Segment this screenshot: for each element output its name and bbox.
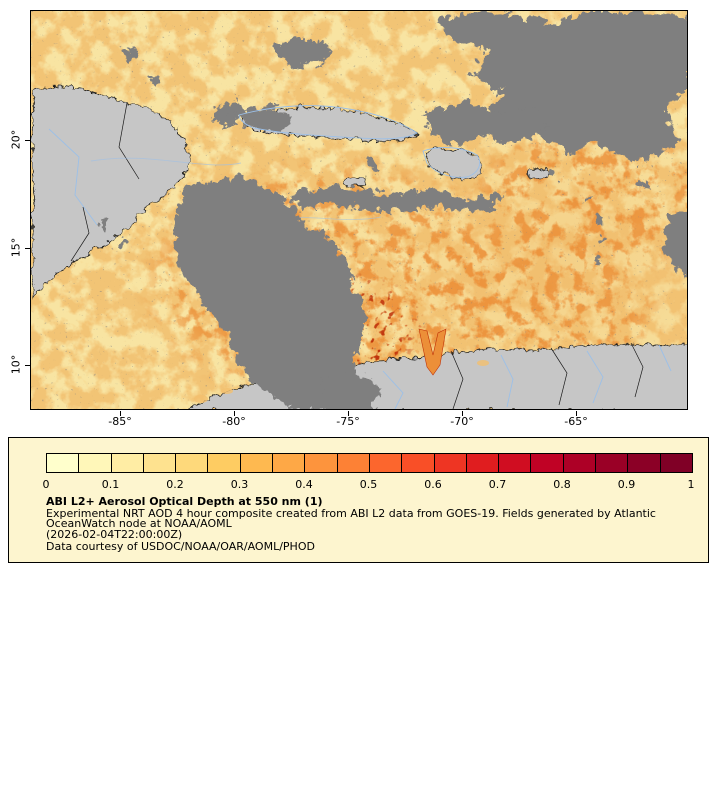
map-frame	[30, 10, 688, 410]
colorbar-tick-labels: 0 0.1 0.2 0.3 0.4 0.5 0.6 0.7 0.8 0.9 1	[42, 478, 695, 492]
cloud-mask-layer	[96, 11, 687, 409]
legend-description-line1: Experimental NRT AOD 4 hour composite cr…	[46, 507, 656, 520]
colorbar-cell	[402, 454, 435, 472]
colorbar-cell	[531, 454, 564, 472]
legend-timestamp: (2026-02-04T22:00:00Z)	[46, 528, 183, 541]
colorbar-tick-label: 0.2	[166, 478, 184, 491]
aod-map	[31, 11, 687, 409]
y-axis-label: 20°	[9, 129, 23, 150]
colorbar-cell	[369, 454, 403, 472]
colorbar-tick-label: 0.3	[230, 478, 249, 491]
colorbar	[46, 453, 693, 473]
y-tick-mark	[25, 365, 30, 366]
y-tick-mark	[25, 140, 30, 141]
colorbar-tick-label: 0.4	[295, 478, 313, 491]
colorbar-cell	[660, 454, 692, 472]
x-axis-label: -70°	[450, 415, 474, 428]
colorbar-cell	[47, 454, 80, 472]
legend-credit: Data courtesy of USDOC/NOAA/OAR/AOML/PHO…	[46, 540, 315, 553]
x-axis-label: -75°	[336, 415, 360, 428]
x-tick-mark	[462, 411, 463, 416]
legend-title: ABI L2+ Aerosol Optical Depth at 550 nm …	[46, 495, 323, 508]
colorbar-tick-label: 0.8	[553, 478, 571, 491]
colorbar-cell	[273, 454, 306, 472]
x-tick-mark	[234, 411, 235, 416]
coastline-overlay-layer	[238, 105, 481, 178]
x-axis-label: -80°	[222, 415, 246, 428]
y-tick-mark	[25, 248, 30, 249]
colorbar-cell	[337, 454, 370, 472]
colorbar-tick-label: 0	[42, 478, 50, 491]
y-axis-label: 15°	[9, 237, 23, 258]
colorbar-cell	[208, 454, 241, 472]
colorbar-cell	[499, 454, 532, 472]
colorbar-cell	[628, 454, 661, 472]
x-tick-mark	[120, 411, 121, 416]
legend-description-line2: OceanWatch node at NOAA/AOML	[46, 517, 232, 530]
colorbar-cell	[79, 454, 112, 472]
x-tick-mark	[576, 411, 577, 416]
colorbar-tick-label: 0.1	[101, 478, 120, 491]
colorbar-tick-label: 0.7	[488, 478, 507, 491]
colorbar-tick-label: 0.9	[617, 478, 636, 491]
colorbar-cell	[596, 454, 629, 472]
colorbar-tick-label: 1	[687, 478, 695, 491]
colorbar-cell	[466, 454, 500, 472]
x-axis-label: -85°	[108, 415, 132, 428]
y-axis-label: 10°	[9, 354, 23, 375]
colorbar-cell	[143, 454, 177, 472]
colorbar-tick-label: 0.5	[359, 478, 378, 491]
colorbar-cell	[176, 454, 209, 472]
x-axis-label: -65°	[564, 415, 588, 428]
colorbar-cell	[111, 454, 144, 472]
colorbar-cell	[563, 454, 597, 472]
colorbar-cell	[305, 454, 338, 472]
land-aerosol-layer	[194, 328, 489, 403]
x-tick-mark	[348, 411, 349, 416]
colorbar-tick-label: 0.6	[424, 478, 442, 491]
colorbar-cell	[240, 454, 274, 472]
legend-panel: 0 0.1 0.2 0.3 0.4 0.5 0.6 0.7 0.8 0.9 1 ABI L2+ Ae…	[8, 437, 709, 563]
colorbar-cell	[434, 454, 467, 472]
